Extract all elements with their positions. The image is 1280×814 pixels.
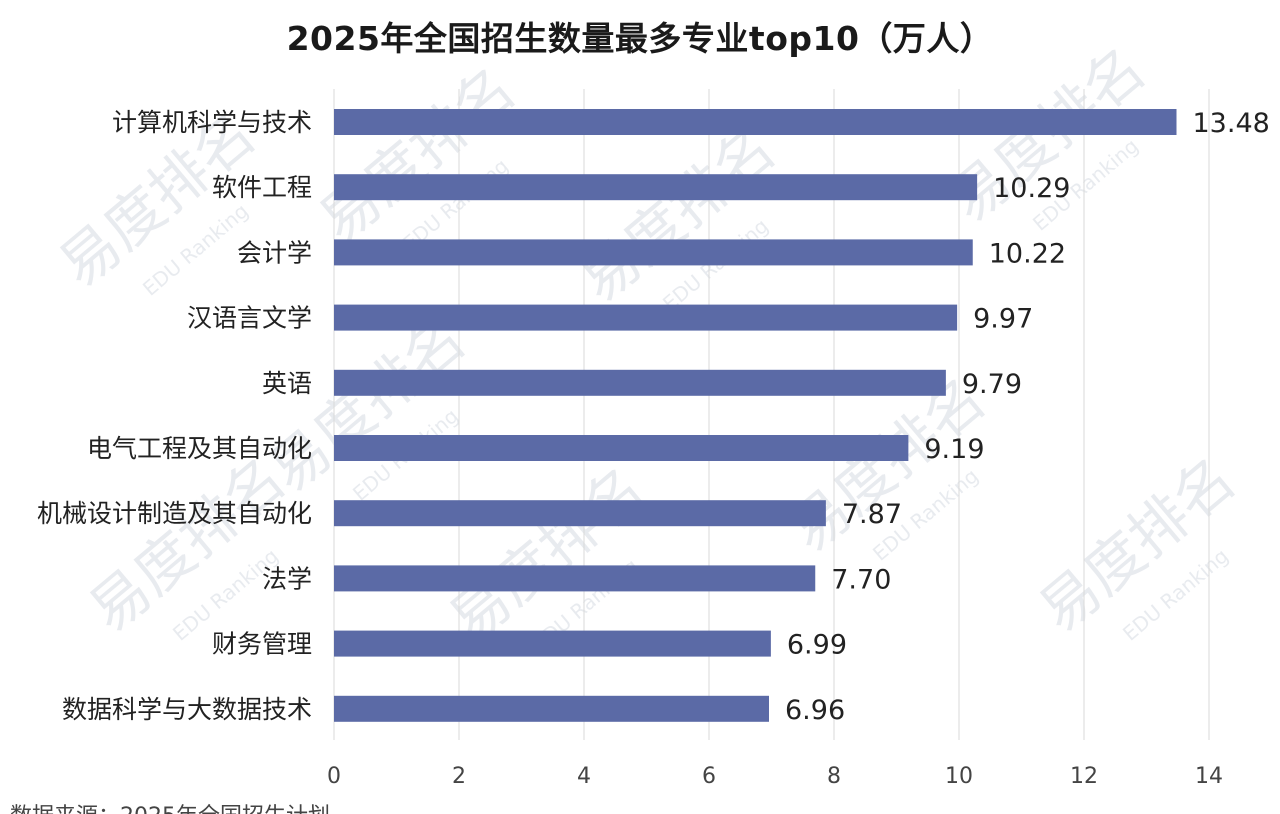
x-tick-label: 10 xyxy=(945,764,973,789)
source-note: 数据来源：2025年全国招生计划 xyxy=(10,798,330,814)
bar xyxy=(334,109,1177,135)
category-label: 机械设计制造及其自动化 xyxy=(37,499,312,528)
value-label: 9.79 xyxy=(962,369,1022,400)
category-label: 汉语言文学 xyxy=(187,304,312,333)
category-label: 计算机科学与技术 xyxy=(112,108,312,137)
bar xyxy=(334,174,978,201)
bar xyxy=(334,435,909,461)
category-label: 英语 xyxy=(262,369,312,398)
bar xyxy=(334,304,958,331)
chart-title: 2025年全国招生数量最多专业top10（万人） xyxy=(286,19,994,58)
category-label: 软件工程 xyxy=(212,173,312,202)
category-labels: 计算机科学与技术软件工程会计学汉语言文学英语电气工程及其自动化机械设计制造及其自… xyxy=(37,108,312,724)
value-label: 10.22 xyxy=(989,238,1066,269)
category-label: 数据科学与大数据技术 xyxy=(62,695,312,724)
value-label: 9.19 xyxy=(924,434,984,465)
value-label: 6.96 xyxy=(785,695,845,726)
x-tick-label: 4 xyxy=(577,764,591,789)
bar xyxy=(334,565,816,592)
x-tick-label: 12 xyxy=(1070,764,1098,789)
bar xyxy=(334,369,946,396)
x-tick-label: 0 xyxy=(327,764,341,789)
category-label: 电气工程及其自动化 xyxy=(87,434,312,463)
bar xyxy=(334,695,769,722)
value-labels: 13.48 10.29 10.22 9.97 9.79 9.19 7.87 7.70 6.99 6… xyxy=(785,108,1270,726)
value-label: 13.48 xyxy=(1193,108,1270,139)
bar xyxy=(334,500,826,527)
bar xyxy=(334,239,973,266)
value-label: 9.97 xyxy=(973,304,1033,335)
x-tick-label: 8 xyxy=(827,764,841,789)
value-label: 6.99 xyxy=(787,630,847,661)
x-tick-label: 6 xyxy=(702,764,716,789)
x-axis-ticks: 0 2 4 6 8 10 12 14 xyxy=(327,764,1223,789)
category-label: 法学 xyxy=(262,564,312,593)
value-label: 7.70 xyxy=(831,564,891,595)
bar xyxy=(334,630,771,657)
x-tick-label: 14 xyxy=(1195,764,1223,789)
x-tick-label: 2 xyxy=(452,764,466,789)
bars xyxy=(334,109,1177,722)
category-label: 财务管理 xyxy=(212,630,312,659)
category-label: 会计学 xyxy=(237,238,312,267)
value-label: 7.87 xyxy=(842,499,902,530)
value-label: 10.29 xyxy=(993,173,1070,204)
